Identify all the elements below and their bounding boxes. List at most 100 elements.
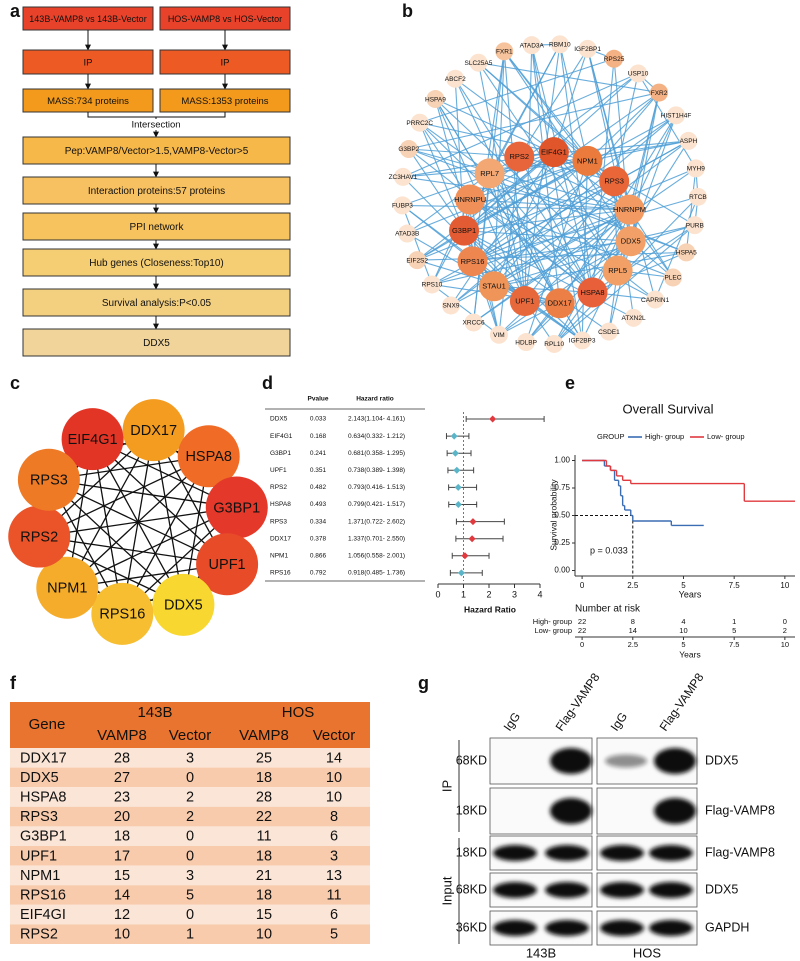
hr-point (468, 535, 476, 543)
ppi-node (538, 137, 569, 168)
ppi-node-label: ZC3HAV1 (389, 174, 418, 181)
ppi-edge (419, 58, 615, 124)
hub-node-label: G3BP1 (213, 500, 260, 516)
table-cell: 0 (186, 848, 194, 864)
ppi-node-label: SNX9 (442, 303, 459, 310)
ppi-edge (477, 62, 619, 271)
ppi-edge (489, 173, 561, 304)
ppi-node-label: MYH9 (687, 166, 705, 173)
blot-band (654, 798, 696, 824)
ppi-node (449, 215, 480, 246)
x-tick-label: 0 (435, 589, 440, 599)
table-cell: 28 (256, 790, 272, 806)
table-row (10, 748, 370, 768)
flow-text: Hub genes (Closeness:Top10) (89, 258, 224, 269)
risk-count: 8 (631, 617, 635, 626)
ppi-edge (608, 241, 632, 332)
ppi-node-label: RPS3 (604, 177, 624, 186)
forest-pvalue: 0.866 (310, 553, 327, 560)
ppi-node (504, 141, 535, 172)
ppi-node-label: RPL7 (480, 169, 499, 178)
ppi-node-label: HNRNPU (454, 195, 486, 204)
group-label: Input (439, 876, 454, 905)
flow-box (22, 248, 291, 277)
flow-text: Survival analysis:P<0.05 (102, 298, 212, 309)
ppi-edge (637, 73, 697, 169)
ppi-node-label: HSPA5 (676, 250, 697, 257)
table-cell: RPS2 (20, 927, 58, 943)
flow-box (22, 328, 291, 357)
table-cell: 1 (186, 927, 194, 943)
ppi-edge (553, 48, 589, 153)
ppi-node (422, 275, 441, 294)
flow-text: IP (84, 58, 93, 69)
forest-hr-label: 1.056(0.558- 2.001) (348, 553, 405, 560)
blot-band (600, 882, 644, 898)
cell-label: 143B (526, 945, 556, 960)
ppi-edge (435, 98, 619, 271)
hub-node (91, 582, 154, 645)
forest-gene: DDX5 (270, 416, 288, 423)
hr-point (454, 501, 462, 508)
forest-gene: NPM1 (270, 553, 288, 560)
ppi-node-label: RPS25 (604, 56, 625, 63)
ppi-node (426, 90, 445, 109)
hub-node (152, 573, 215, 636)
x-tick-label: 3 (512, 589, 517, 599)
table-cell: 3 (330, 848, 338, 864)
blot-band (600, 920, 644, 936)
ppi-node (457, 246, 488, 277)
ppi-node (464, 313, 483, 332)
ppi-node (544, 288, 575, 319)
km-title: Overall Survival (622, 401, 713, 416)
table-cell: 25 (256, 750, 272, 766)
forest-pvalue: 0.482 (310, 484, 327, 491)
ppi-node-label: HSPA8 (580, 288, 604, 297)
flow-box (22, 288, 291, 317)
hub-edge (67, 506, 238, 589)
forest-pvalue: 0.334 (310, 518, 327, 525)
ppi-node-label: FUBP3 (392, 203, 413, 210)
panel-label: f (10, 673, 17, 693)
table-cell: 21 (256, 868, 272, 884)
table-cell: 27 (114, 770, 130, 786)
table-cell: 5 (186, 888, 194, 904)
x-tick-label: 5 (681, 581, 686, 590)
hr-point (454, 483, 462, 491)
ppi-node (646, 290, 665, 309)
flow-text: Interaction proteins:57 proteins (88, 186, 225, 197)
ppi-node (667, 106, 686, 125)
forest-hr-label: 0.799(0.421- 1.517) (348, 501, 405, 508)
forest-gene: HSPA8 (270, 501, 291, 508)
table-cell: 12 (114, 907, 130, 923)
risk-count: 2 (783, 626, 787, 635)
x-axis-label: Years (679, 649, 700, 659)
flow-text: 143B-VAMP8 vs 143B-Vector (29, 14, 146, 24)
table-subheader-cell: Vector (313, 727, 356, 744)
risk-count: 1 (732, 617, 736, 626)
ppi-node (410, 113, 429, 132)
table-cell: 3 (186, 750, 194, 766)
forest-pvalue: 0.241 (310, 450, 327, 457)
hub-node (205, 476, 268, 539)
ppi-node (399, 140, 418, 159)
ppi-edge (531, 45, 583, 341)
blot-band (649, 845, 693, 861)
table-cell: 18 (256, 848, 272, 864)
table-row (10, 826, 370, 846)
ppi-node-label: ASPH (680, 138, 698, 145)
ppi-node-label: FXR2 (651, 90, 668, 97)
table-cell: 11 (326, 888, 341, 904)
ppi-edge (454, 78, 593, 293)
table-cell: 22 (256, 809, 272, 825)
table-cell: 18 (114, 829, 130, 845)
ppi-edge (402, 204, 630, 211)
ppi-edge (493, 224, 695, 287)
x-tick-label: 10 (780, 581, 789, 590)
marker-size: 18KD (456, 845, 487, 859)
forest-gene: RPS2 (270, 484, 287, 491)
ppi-node-label: VIM (493, 332, 505, 339)
ppi-node (550, 35, 569, 54)
table-cell: 15 (114, 868, 130, 884)
ppi-node-label: RPS2 (509, 152, 529, 161)
